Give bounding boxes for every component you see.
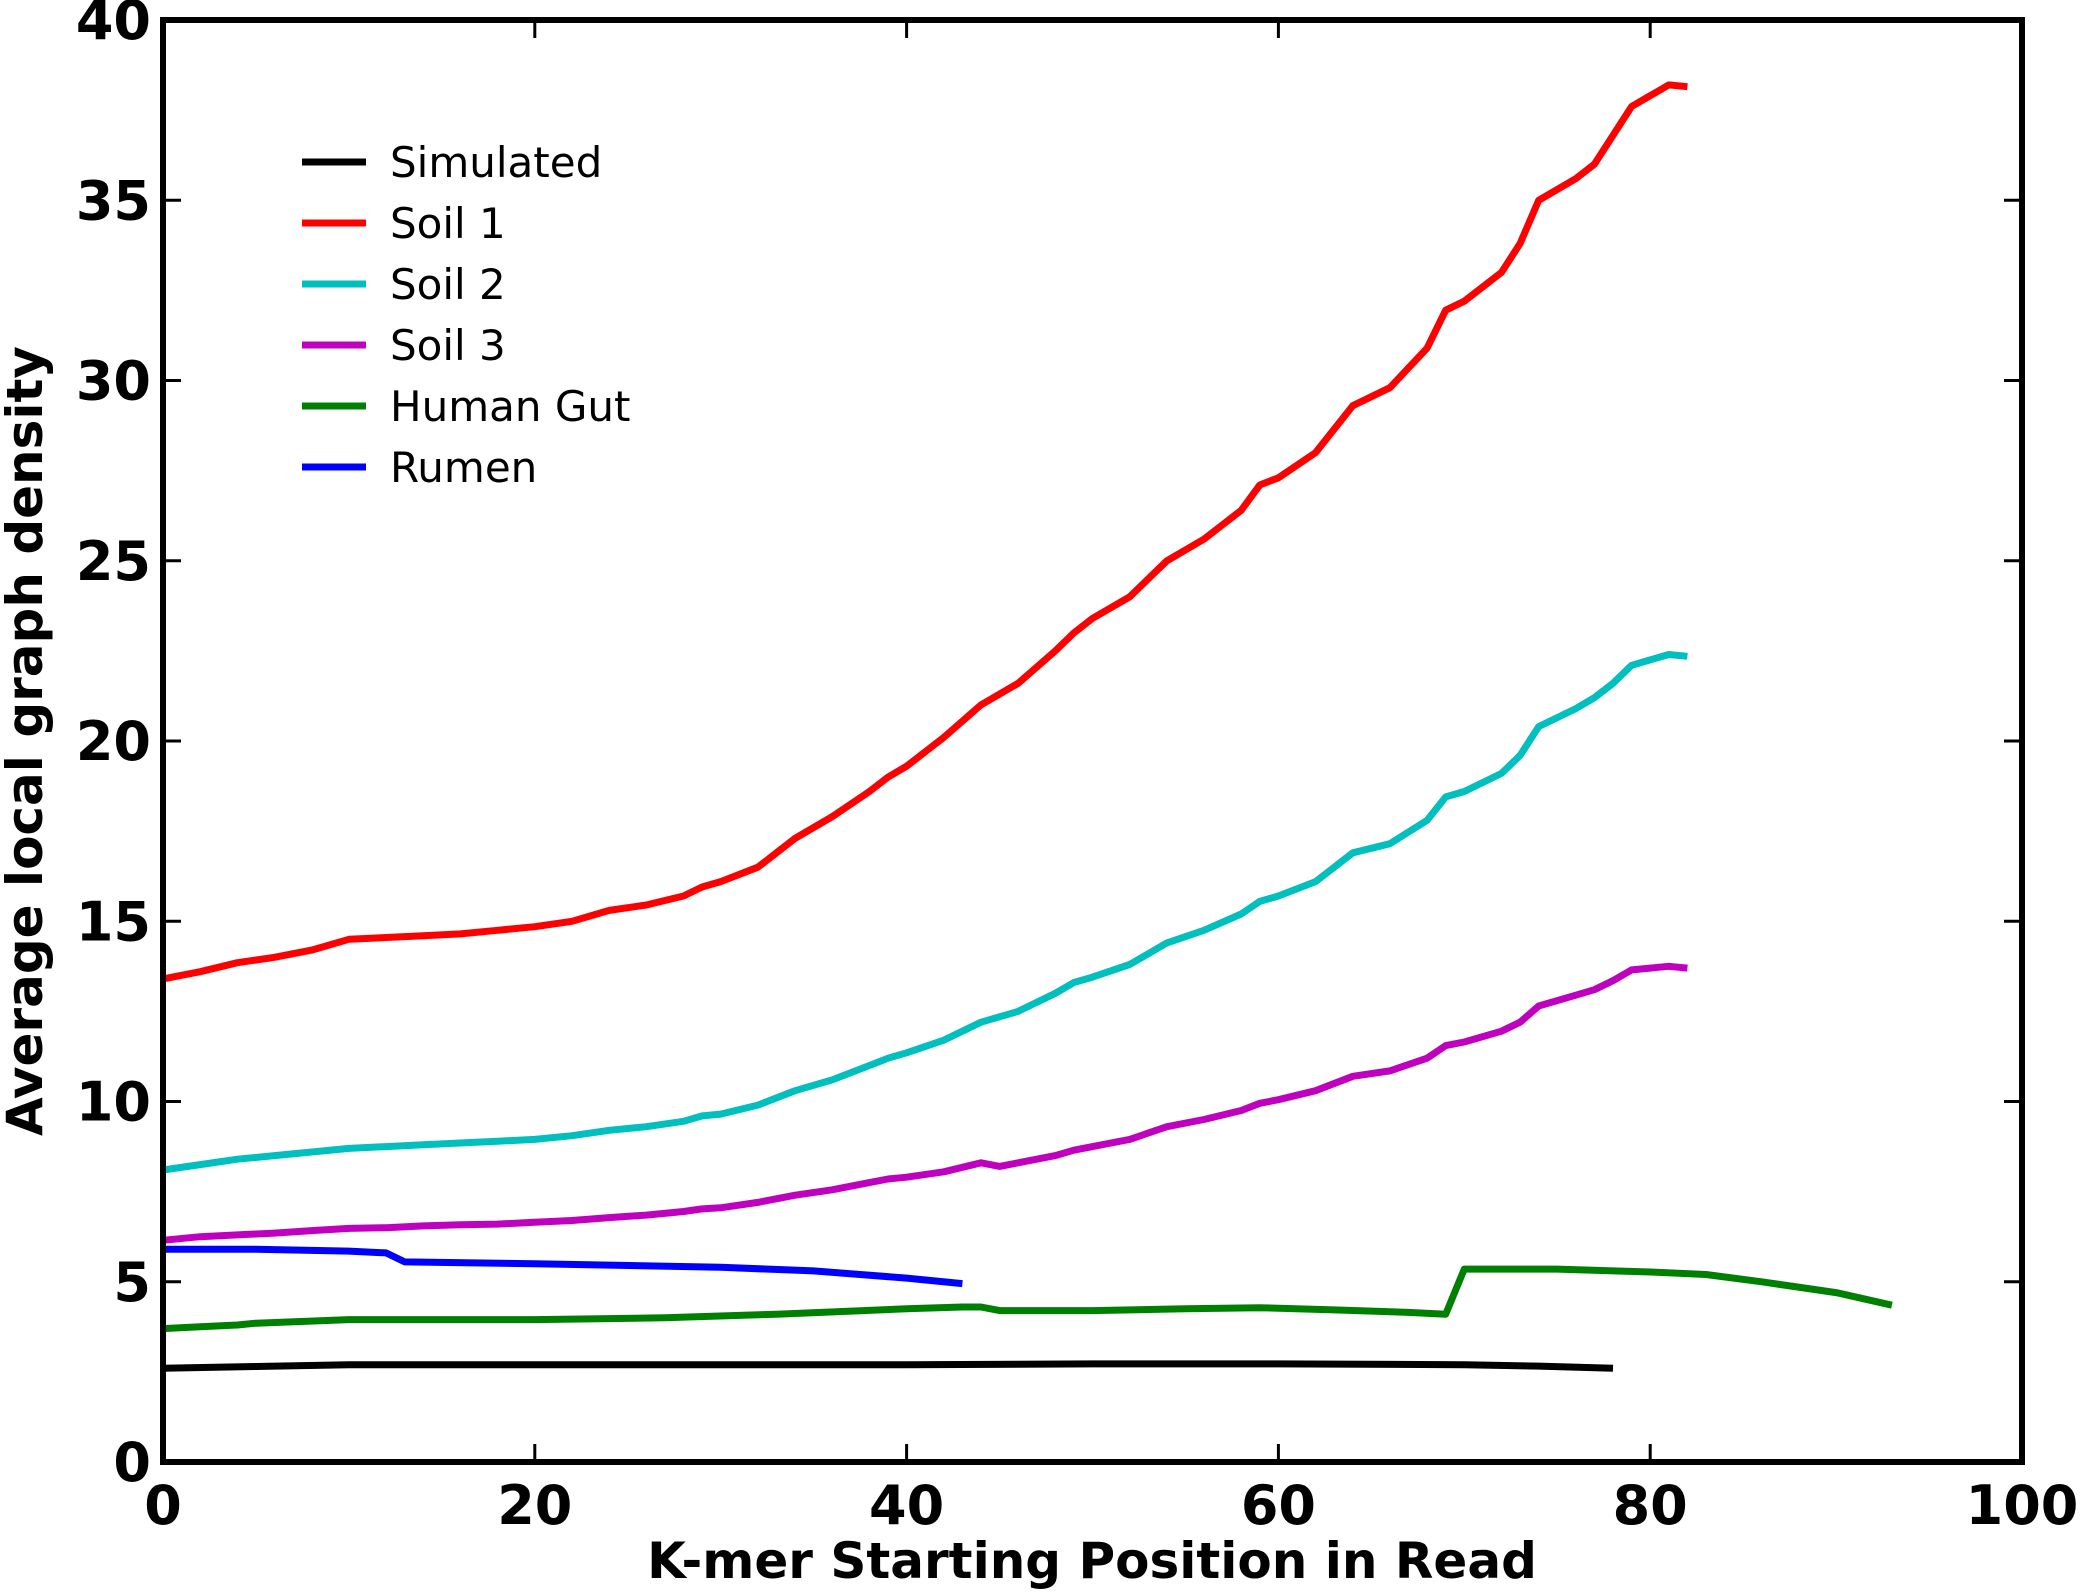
x-tick-label: 80 [1613,1474,1688,1537]
series-line-rumen [163,1245,963,1288]
y-tick-label: 20 [76,710,151,773]
x-tick-label: 40 [869,1474,944,1537]
legend-entry: Human Gut [302,382,630,431]
y-tick-label: 15 [76,890,151,953]
series-layer [162,81,1893,1372]
series-line-soil-3 [162,962,1688,1244]
legend-label: Soil 2 [390,260,506,309]
legend-entry: Rumen [302,443,537,492]
ticks-layer: 0 20 40 60 80 100 0 5 10 15 20 25 30 35 40 [76,0,2079,1537]
y-tick-label: 0 [113,1431,151,1494]
series-line-human-gut [162,1265,1893,1333]
series-line-soil-2 [162,651,1688,1174]
legend-label: Soil 1 [390,199,506,248]
legend-label: Simulated [390,138,602,187]
legend-label: Human Gut [390,382,630,431]
x-tick-label: 100 [1966,1474,2079,1537]
y-tick-label: 5 [113,1251,151,1314]
legend-label: Rumen [390,443,537,492]
y-tick-label: 25 [76,530,151,593]
y-tick-label: 10 [76,1071,151,1134]
legend-entry: Simulated [302,138,602,187]
legend-entry: Soil 1 [302,199,506,248]
legend-entry: Soil 2 [302,260,506,309]
y-axis-label: Average local graph density [0,346,54,1136]
y-tick-label: 30 [76,350,151,413]
series-line-soil-1 [162,81,1688,983]
x-axis-label: K-mer Starting Position in Read [647,1532,1537,1590]
series-line-simulated [162,1360,1614,1372]
y-tick-label: 40 [76,0,151,52]
y-tick-label: 35 [76,169,151,232]
legend-entry: Soil 3 [302,321,506,370]
x-tick-label: 60 [1241,1474,1316,1537]
x-tick-label: 0 [144,1474,182,1537]
legend-label: Soil 3 [390,321,506,370]
x-tick-label: 20 [497,1474,572,1537]
legend: Simulated Soil 1 Soil 2 Soil 3 Human Gut Rume… [302,138,630,492]
